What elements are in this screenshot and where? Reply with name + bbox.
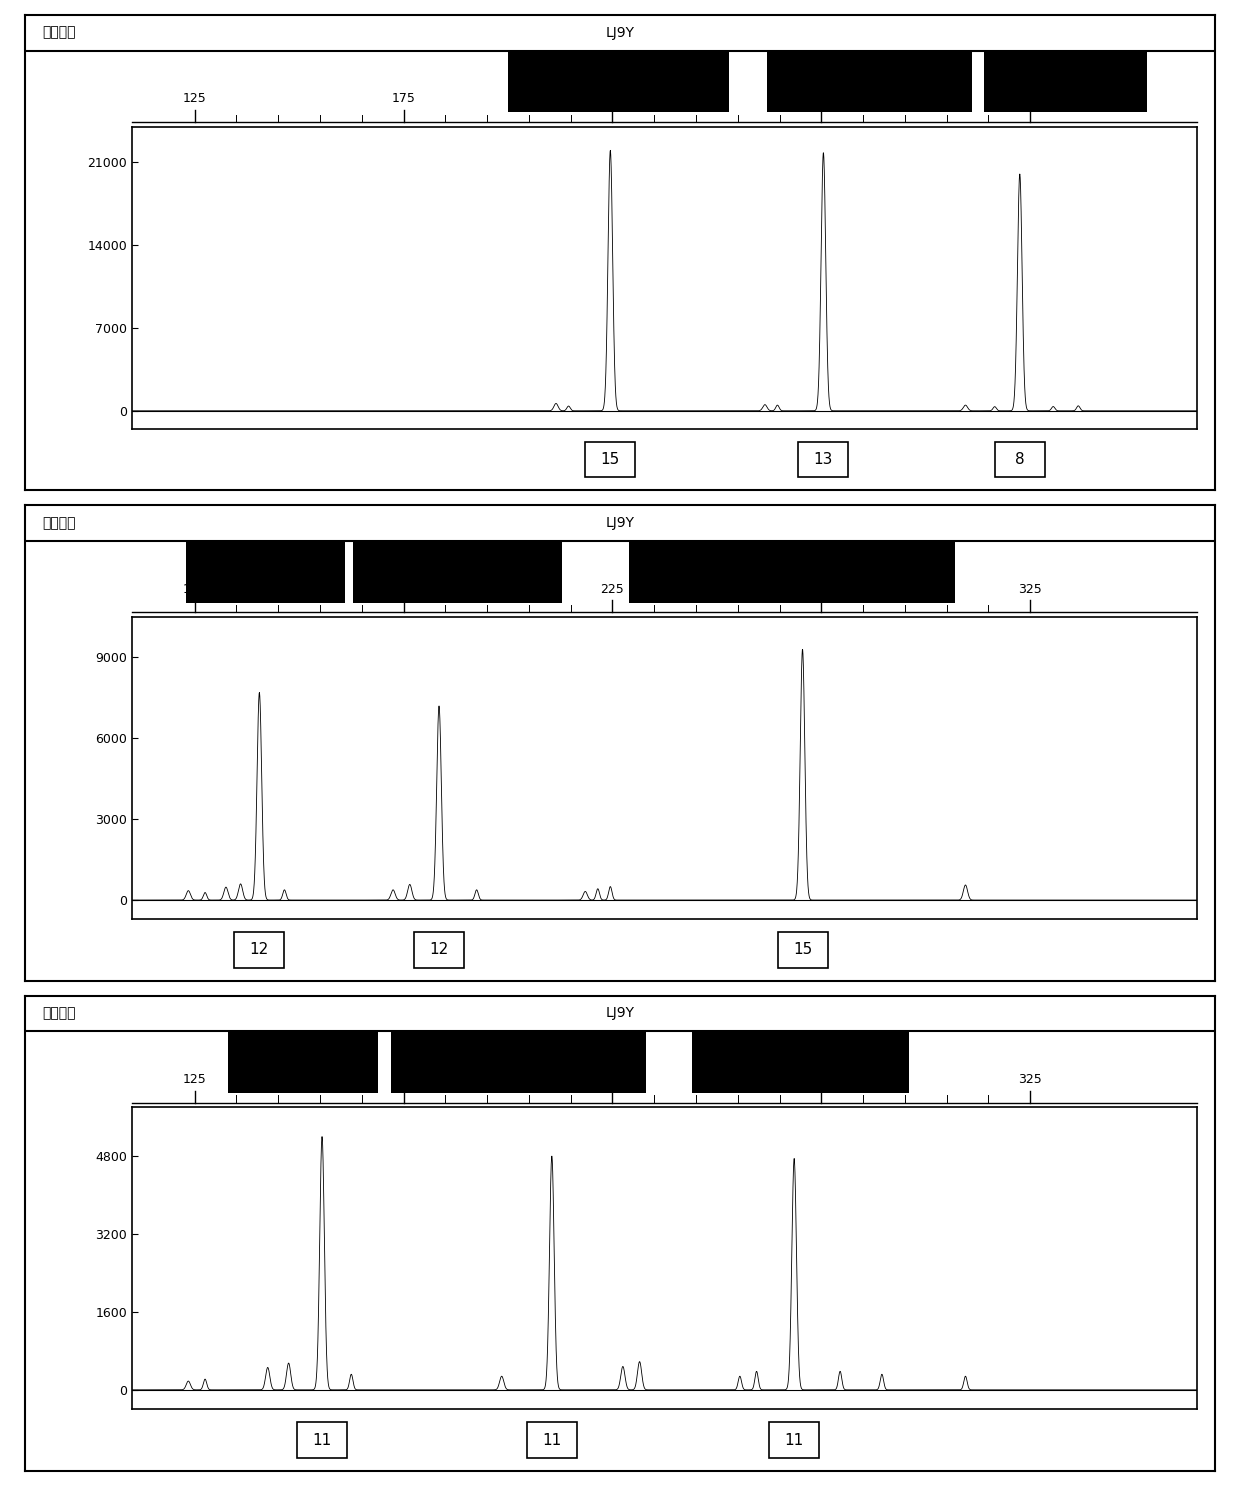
- Text: LJ9Y: LJ9Y: [605, 1006, 635, 1021]
- Text: 15: 15: [600, 452, 620, 467]
- Text: 175: 175: [392, 1073, 415, 1086]
- FancyBboxPatch shape: [414, 932, 464, 967]
- Bar: [692, 1031, 909, 1094]
- Text: 125: 125: [182, 583, 207, 596]
- Text: 8: 8: [1016, 452, 1024, 467]
- Text: LJ9Y: LJ9Y: [605, 25, 635, 40]
- Text: 325: 325: [1018, 92, 1042, 106]
- Text: 12: 12: [249, 942, 269, 957]
- Bar: [629, 541, 955, 603]
- Text: 11: 11: [312, 1433, 331, 1447]
- Text: 325: 325: [1018, 1073, 1042, 1086]
- Bar: [391, 1031, 646, 1094]
- FancyBboxPatch shape: [527, 1422, 577, 1458]
- Text: 检测样本: 检测样本: [42, 1006, 76, 1021]
- Bar: [228, 1031, 378, 1094]
- Text: 225: 225: [600, 583, 624, 596]
- Text: 275: 275: [810, 1073, 833, 1086]
- FancyBboxPatch shape: [994, 441, 1045, 477]
- Text: 175: 175: [392, 92, 415, 106]
- Bar: [353, 541, 562, 603]
- Bar: [508, 51, 729, 113]
- Text: 11: 11: [785, 1433, 804, 1447]
- Text: 11: 11: [542, 1433, 562, 1447]
- Text: 13: 13: [813, 452, 833, 467]
- Text: 检测样本: 检测样本: [42, 25, 76, 40]
- FancyBboxPatch shape: [769, 1422, 820, 1458]
- FancyBboxPatch shape: [799, 441, 848, 477]
- Text: 15: 15: [792, 942, 812, 957]
- Bar: [186, 541, 345, 603]
- Text: 175: 175: [392, 583, 415, 596]
- Text: 125: 125: [182, 92, 207, 106]
- Text: 275: 275: [810, 583, 833, 596]
- Bar: [768, 51, 972, 113]
- FancyBboxPatch shape: [234, 932, 284, 967]
- Text: 12: 12: [429, 942, 449, 957]
- Text: 检测样本: 检测样本: [42, 516, 76, 531]
- FancyBboxPatch shape: [585, 441, 635, 477]
- Bar: [985, 51, 1147, 113]
- FancyBboxPatch shape: [298, 1422, 347, 1458]
- FancyBboxPatch shape: [777, 932, 827, 967]
- Text: LJ9Y: LJ9Y: [605, 516, 635, 531]
- Text: 275: 275: [810, 92, 833, 106]
- Text: 225: 225: [600, 92, 624, 106]
- Text: 325: 325: [1018, 583, 1042, 596]
- Text: 125: 125: [182, 1073, 207, 1086]
- Text: 225: 225: [600, 1073, 624, 1086]
